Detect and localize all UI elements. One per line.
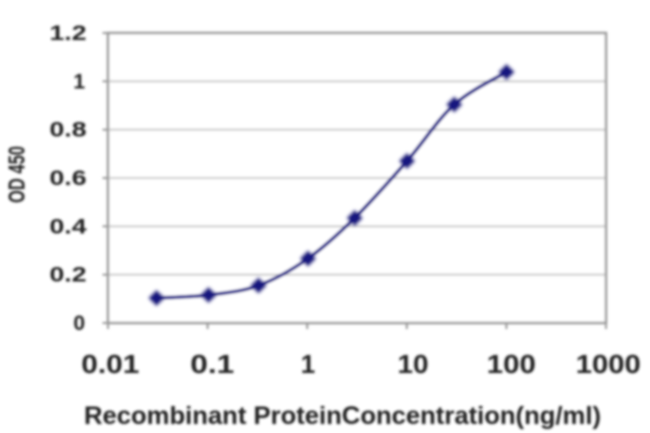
svg-text:1: 1 <box>301 349 315 379</box>
svg-text:0.1: 0.1 <box>190 349 234 379</box>
svg-text:0.8: 0.8 <box>50 119 87 142</box>
svg-text:1.2: 1.2 <box>50 22 87 45</box>
svg-text:0.4: 0.4 <box>50 215 87 238</box>
svg-text:1000: 1000 <box>576 349 641 379</box>
svg-text:1: 1 <box>73 70 85 93</box>
svg-text:OD 450: OD 450 <box>4 146 30 203</box>
svg-text:0.2: 0.2 <box>50 264 87 287</box>
svg-text:0: 0 <box>73 312 85 335</box>
svg-text:Recombinant ProteinConcentrati: Recombinant ProteinConcentration(ng/ml) <box>84 402 601 430</box>
svg-text:0.01: 0.01 <box>81 349 139 379</box>
svg-text:100: 100 <box>487 349 536 379</box>
svg-text:10: 10 <box>398 349 429 379</box>
svg-text:0.6: 0.6 <box>50 167 87 190</box>
